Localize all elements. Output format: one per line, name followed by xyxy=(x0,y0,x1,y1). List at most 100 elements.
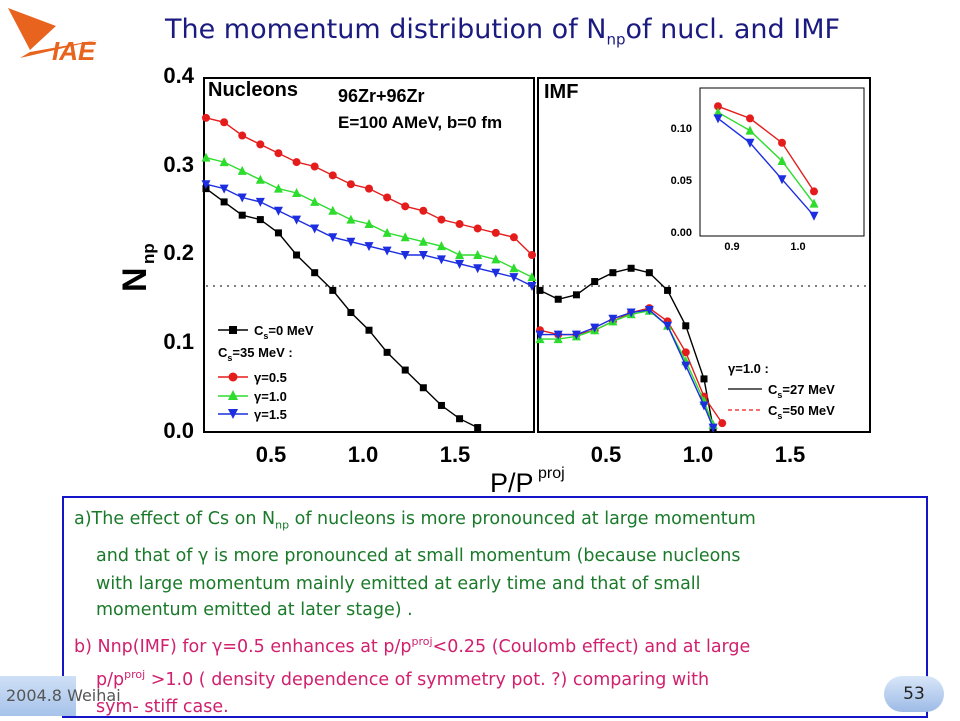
data-point-2-1 xyxy=(713,107,723,117)
data-point-0-0 xyxy=(256,216,264,224)
data-point-0-2 xyxy=(418,236,428,246)
svg-text:γ=0.5: γ=0.5 xyxy=(254,370,287,385)
svg-text:Cs=27 MeV: Cs=27 MeV xyxy=(768,382,835,400)
data-point-0-3 xyxy=(382,246,392,256)
data-point-0-1 xyxy=(528,251,536,259)
data-point-0-1 xyxy=(274,149,283,158)
energy-label: E=100 AMeV, b=0 fm xyxy=(338,113,502,132)
data-point-2-0 xyxy=(714,102,722,111)
slide-title: The momentum distribution of Nnpof nucl.… xyxy=(165,14,840,48)
series-line-0-3 xyxy=(205,183,533,287)
y-tick-label: 0.4 xyxy=(163,63,194,88)
data-point-0-0 xyxy=(293,251,301,259)
y-tick-label: 0.1 xyxy=(163,329,194,354)
title-main: The momentum distribution of N xyxy=(165,14,607,45)
data-point-1-0 xyxy=(572,291,580,299)
footer-date: 2004.8 Weihai xyxy=(6,686,121,705)
data-point-0-1 xyxy=(310,162,319,171)
inset-y-tick: 0.10 xyxy=(671,123,692,135)
data-point-0-2 xyxy=(491,254,501,264)
panel-label-nucleons: Nucleons xyxy=(208,79,298,101)
data-point-0-1 xyxy=(292,158,301,167)
data-point-2-1 xyxy=(777,156,787,165)
data-point-0-1 xyxy=(437,215,446,224)
data-point-2-1 xyxy=(809,198,819,208)
data-point-0-3 xyxy=(219,184,229,194)
data-point-1-0 xyxy=(536,286,544,294)
y-tick-label: 0.2 xyxy=(163,240,194,265)
data-point-0-2 xyxy=(436,241,446,251)
data-point-0-3 xyxy=(491,268,501,278)
reaction-label: 96Zr+96Zr xyxy=(338,86,425,106)
data-point-0-2 xyxy=(527,272,537,282)
data-point-1-1 xyxy=(718,419,727,428)
chart: 0.4 0.3 0.2 0.1 0.0 N np 0.5 1.0 1.5 0.5… xyxy=(116,63,871,496)
svg-text:Cs=50 MeV: Cs=50 MeV xyxy=(768,403,835,421)
data-point-2-1 xyxy=(745,125,755,135)
data-point-0-3 xyxy=(509,273,519,283)
data-point-1-0 xyxy=(700,375,708,383)
data-point-1-3 xyxy=(571,330,581,340)
data-point-1-0 xyxy=(682,322,690,330)
data-point-0-1 xyxy=(346,180,355,189)
data-point-0-0 xyxy=(474,424,482,432)
data-point-0-0 xyxy=(365,326,373,334)
legend-nucleons: Cs=0 MeV Cs=35 MeV : γ=0.5 γ=1.0 γ=1.5 xyxy=(218,323,314,422)
data-point-1-3 xyxy=(663,321,673,331)
page-number: 53 xyxy=(903,684,925,704)
data-point-0-2 xyxy=(455,250,465,259)
paragraph-a: a)The effect of Cs on Nnp of nucleons is… xyxy=(74,509,756,620)
data-point-0-1 xyxy=(256,140,265,149)
page-number-badge xyxy=(884,676,944,712)
iae-logo: IAE xyxy=(8,8,98,66)
x-tick-label: 0.5 xyxy=(256,442,287,467)
svg-text:proj: proj xyxy=(538,465,565,482)
y-tick-label: 0.0 xyxy=(163,418,194,443)
data-point-0-2 xyxy=(509,263,519,273)
data-point-1-3 xyxy=(708,423,718,433)
data-point-0-1 xyxy=(509,233,518,242)
svg-text:np: np xyxy=(139,243,158,264)
data-point-0-0 xyxy=(401,366,409,374)
data-point-0-0 xyxy=(220,198,228,206)
data-point-1-0 xyxy=(645,269,653,277)
inset-x-tick: 1.0 xyxy=(790,241,805,253)
series-line-2-2 xyxy=(717,117,815,217)
svg-text:Cs=0 MeV: Cs=0 MeV xyxy=(254,323,314,341)
data-point-0-1 xyxy=(202,113,210,122)
data-point-0-3 xyxy=(255,197,265,207)
legend-imf: γ=1.0 : Cs=27 MeV Cs=50 MeV xyxy=(728,361,835,421)
data-point-0-2 xyxy=(473,250,483,259)
data-point-2-0 xyxy=(810,187,818,196)
svg-text:γ=1.5: γ=1.5 xyxy=(254,407,287,422)
data-point-1-3 xyxy=(626,308,636,318)
data-point-0-3 xyxy=(527,281,537,291)
data-point-0-0 xyxy=(311,269,319,277)
panel-label-imf: IMF xyxy=(544,81,578,103)
explanation-box: a)The effect of Cs on Nnp of nucleons is… xyxy=(62,496,928,718)
data-point-0-0 xyxy=(419,384,427,392)
data-point-1-3 xyxy=(681,361,691,371)
inset-y-tick: 0.05 xyxy=(671,175,692,187)
x-axis-label: P/P proj xyxy=(490,465,565,496)
data-point-2-2 xyxy=(777,175,787,185)
data-point-0-0 xyxy=(383,348,391,356)
data-point-0-2 xyxy=(328,205,338,215)
series-line-2-0 xyxy=(717,105,815,192)
data-point-0-3 xyxy=(310,224,320,234)
data-point-1-3 xyxy=(535,330,545,340)
series-line-0-2 xyxy=(205,157,533,278)
svg-text:N: N xyxy=(116,267,154,292)
data-point-1-3 xyxy=(699,401,709,411)
data-point-1-3 xyxy=(553,330,563,340)
data-point-0-3 xyxy=(436,255,446,265)
series-line-2-1 xyxy=(717,111,815,205)
series-line-1-1 xyxy=(539,307,723,424)
title-sub: np xyxy=(606,30,626,49)
logo-text: IAE xyxy=(52,36,96,66)
data-point-0-0 xyxy=(456,415,464,423)
data-point-2-2 xyxy=(713,114,723,124)
data-point-0-0 xyxy=(437,401,445,409)
x-tick-label: 1.0 xyxy=(683,442,714,467)
data-point-0-3 xyxy=(400,251,410,260)
